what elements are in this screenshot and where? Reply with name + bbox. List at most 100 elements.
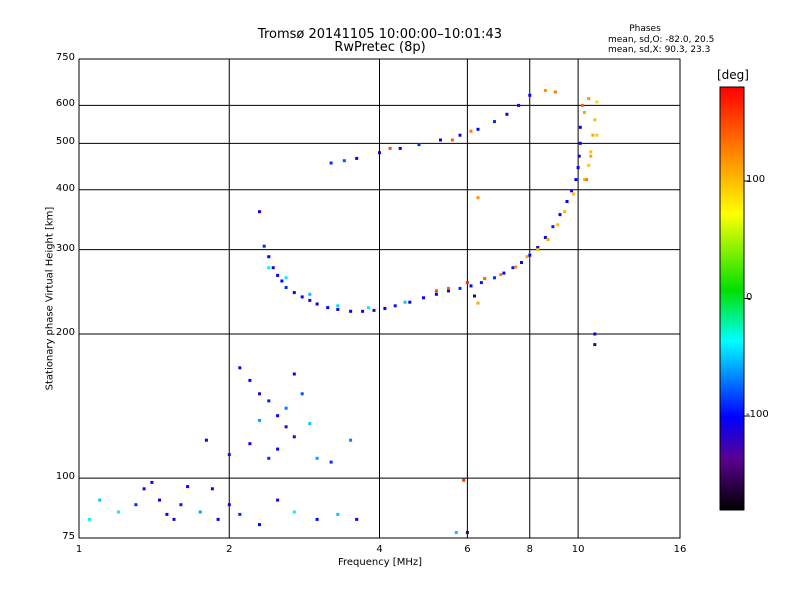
data-point: [493, 120, 496, 124]
data-point: [476, 196, 480, 200]
data-point: [150, 480, 154, 484]
data-point: [580, 103, 584, 107]
data-point: [563, 210, 567, 214]
data-point: [543, 236, 547, 239]
data-point: [454, 531, 458, 534]
data-point: [326, 306, 330, 310]
data-point: [553, 90, 557, 94]
data-point: [469, 129, 473, 133]
data-point: [267, 266, 271, 270]
data-point: [570, 189, 573, 193]
data-point: [458, 133, 462, 137]
phase-stats-o: mean, sd,O: -82.0, 20.5: [608, 35, 715, 45]
data-point: [589, 150, 593, 154]
data-point: [238, 512, 242, 516]
x-tick-label: 6: [464, 544, 471, 555]
data-point: [383, 307, 387, 310]
colorbar: [719, 86, 745, 511]
data-point: [258, 210, 261, 214]
data-point: [502, 271, 506, 275]
data-point: [593, 343, 597, 347]
data-point: [434, 292, 438, 296]
y-tick-label: 400: [55, 182, 75, 194]
data-points: [88, 88, 599, 534]
data-point: [574, 178, 578, 182]
x-tick-label: 2: [226, 544, 233, 555]
data-point: [179, 503, 183, 507]
data-point: [361, 309, 365, 313]
data-point: [593, 332, 597, 336]
data-point: [280, 279, 284, 283]
data-point: [292, 291, 296, 295]
colorbar-tick-label: -100: [746, 409, 769, 420]
data-point: [284, 406, 288, 410]
colorbar-unit: [deg]: [717, 68, 749, 82]
data-point: [450, 138, 454, 142]
x-tick-label: 4: [376, 544, 383, 555]
data-point: [583, 111, 586, 114]
y-tick-label: 750: [55, 52, 75, 63]
grid-lines: [79, 59, 680, 538]
data-point: [284, 286, 288, 289]
data-point: [342, 159, 346, 163]
data-point: [408, 300, 412, 304]
data-point: [536, 248, 540, 252]
data-point: [479, 281, 483, 285]
data-point: [499, 273, 503, 277]
data-point: [595, 133, 599, 137]
data-point: [473, 294, 476, 298]
data-point: [276, 447, 280, 451]
data-point: [227, 453, 231, 457]
phase-stats-x: mean, sd,X: 90.3, 23.3: [608, 45, 711, 55]
data-point: [165, 512, 169, 516]
x-tick-label: 16: [673, 544, 687, 555]
y-tick-label: 75: [62, 531, 75, 542]
data-point: [355, 517, 359, 521]
data-point: [593, 118, 597, 122]
x-tick-label: 8: [526, 544, 533, 555]
data-point: [284, 425, 288, 429]
data-point: [551, 225, 555, 229]
chart-subtitle: RwPretec (8p): [334, 40, 426, 55]
data-point: [577, 154, 581, 158]
y-tick-label: 100: [55, 471, 75, 483]
data-point: [292, 372, 296, 376]
y-tick-label: 500: [55, 136, 75, 148]
data-point: [372, 308, 376, 312]
data-point: [493, 276, 496, 280]
data-point: [349, 309, 353, 313]
y-axis-label: Stationary phase Virtual Height [km]: [44, 206, 56, 391]
data-point: [483, 277, 487, 281]
data-point: [336, 304, 340, 308]
data-point: [417, 143, 421, 147]
data-point: [258, 418, 261, 422]
data-point: [308, 422, 312, 426]
data-point: [439, 138, 442, 142]
data-point: [434, 289, 438, 293]
data-point: [258, 392, 261, 396]
data-point: [284, 276, 288, 280]
y-tick-label: 300: [55, 242, 75, 254]
data-point: [267, 399, 271, 403]
data-point: [514, 265, 518, 269]
data-point: [308, 298, 312, 302]
data-point: [204, 438, 208, 442]
data-point: [378, 151, 381, 155]
data-point: [271, 266, 275, 270]
data-point: [476, 127, 480, 131]
data-point: [88, 517, 92, 521]
data-point: [393, 304, 397, 308]
colorbar-ticks: [744, 180, 750, 417]
data-point: [388, 146, 392, 150]
data-point: [276, 414, 280, 418]
data-point: [572, 192, 576, 196]
data-point: [528, 93, 532, 97]
data-point: [565, 200, 569, 203]
data-point: [589, 154, 593, 158]
chart-title: Tromsø 20141105 10:00:00–10:01:43: [257, 27, 503, 42]
data-point: [349, 438, 353, 442]
data-point: [158, 498, 161, 502]
data-point: [505, 112, 509, 116]
data-point: [216, 517, 220, 521]
data-point: [578, 125, 582, 129]
